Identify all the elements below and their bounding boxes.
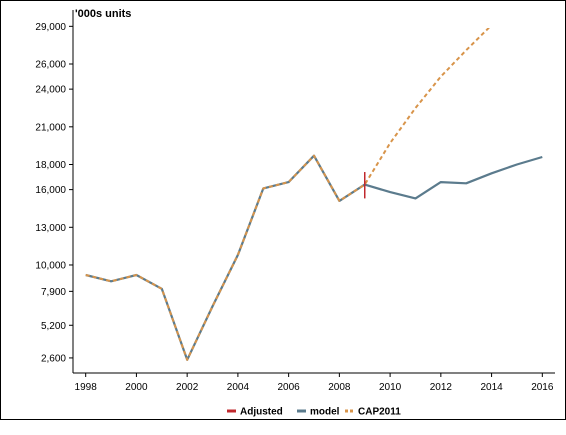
x-tick-label: 2008 <box>328 382 351 393</box>
x-tick-label: 2000 <box>125 382 148 393</box>
legend-label: CAP2011 <box>358 407 401 418</box>
x-tick-label: 2010 <box>379 382 402 393</box>
x-tick-label: 2006 <box>278 382 301 393</box>
x-tick-label: 1998 <box>75 382 98 393</box>
y-tick-label: 13,000 <box>35 223 66 234</box>
y-tick-label: 7,900 <box>41 287 66 298</box>
y-tick-label: 18,000 <box>35 160 66 171</box>
chart-frame <box>0 0 566 420</box>
legend-label: Adjusted <box>240 407 283 418</box>
y-tick-label: 16,000 <box>35 185 66 196</box>
x-tick-label: 2014 <box>480 382 503 393</box>
x-tick-label: 2002 <box>176 382 199 393</box>
legend-label: model <box>310 407 340 418</box>
y-axis-unit-label: '000s units <box>75 8 131 20</box>
x-tick-label: 2016 <box>531 382 554 393</box>
y-tick-label: 26,000 <box>35 60 66 71</box>
y-tick-label: 10,000 <box>35 260 66 271</box>
plot-area: 2,600 5,200 7,900 10,000 13,000 16,000 18,000 2… <box>35 10 555 393</box>
y-tick-label: 2,600 <box>41 353 66 364</box>
series-line-cap2011 <box>85 28 491 361</box>
series-line-model <box>85 154 543 361</box>
y-tick-label: 5,200 <box>41 321 66 332</box>
y-tick-label: 21,000 <box>35 122 66 133</box>
y-tick-label: 29,000 <box>35 22 66 33</box>
x-tick-label: 2004 <box>227 382 250 393</box>
x-tick-label: 2012 <box>430 382 453 393</box>
y-tick-label: 24,000 <box>35 85 66 96</box>
legend: Adjusted model CAP2011 <box>227 407 401 418</box>
